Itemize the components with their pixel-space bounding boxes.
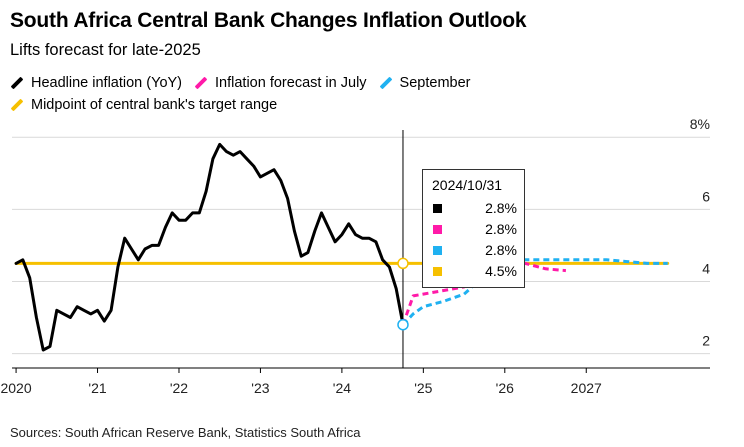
source-note: Sources: South African Reserve Bank, Sta… <box>10 425 361 440</box>
x-tick-label: 2020 <box>0 380 31 396</box>
legend-label-july-forecast: Inflation forecast in July <box>215 75 367 91</box>
tooltip-value-headline: 2.8% <box>485 200 517 216</box>
tooltip-square-icon <box>433 266 442 276</box>
legend-item-july-forecast[interactable]: Inflation forecast in July <box>194 75 367 91</box>
legend-label-target-midpoint: Midpoint of central bank's target range <box>31 97 278 113</box>
tooltip-row-headline: 2.8% <box>433 199 521 217</box>
tooltip-square-icon <box>433 224 442 234</box>
tooltip-square-icon <box>433 245 442 255</box>
tooltip-row-september: 2.8% <box>433 241 521 259</box>
x-tick-label: 2027 <box>571 380 602 396</box>
x-tick-label: '26 <box>496 380 514 396</box>
legend-item-headline[interactable]: Headline inflation (YoY) <box>10 75 182 91</box>
x-tick-label: '24 <box>333 380 351 396</box>
tooltip-row-target: 4.5% <box>433 262 521 280</box>
series-september-line <box>401 258 668 326</box>
tooltip-date: 2024/10/31 <box>432 177 503 193</box>
x-tick-label: '25 <box>414 380 432 396</box>
series-headline-line <box>14 142 405 352</box>
x-tick-label: '23 <box>251 380 269 396</box>
y-tick-label: 6 <box>702 188 710 204</box>
y-tick-label: 4 <box>702 260 710 276</box>
legend-item-target-midpoint[interactable]: Midpoint of central bank's target range <box>10 97 277 113</box>
series-july-forecast-line <box>401 261 567 326</box>
hover-marker <box>397 318 409 331</box>
y-tick-label: 2 <box>702 333 710 349</box>
hover-marker <box>397 257 409 270</box>
x-tick-label: '21 <box>88 380 106 396</box>
tooltip-value-target: 4.5% <box>485 263 517 279</box>
y-tick-label: 8% <box>690 116 710 132</box>
tooltip-row-july: 2.8% <box>433 220 521 238</box>
tooltip: 2024/10/31 2.8% 2.8% 2.8% 4.5% <box>422 169 525 288</box>
chart-title: South Africa Central Bank Changes Inflat… <box>10 9 527 32</box>
tooltip-value-september: 2.8% <box>485 242 517 258</box>
legend-item-september[interactable]: September <box>379 75 471 91</box>
legend-label-headline: Headline inflation (YoY) <box>31 75 183 91</box>
chart-subtitle: Lifts forecast for late-2025 <box>10 41 201 59</box>
x-tick-label: '22 <box>170 380 188 396</box>
legend: Headline inflation (YoY) Inflation forec… <box>10 72 730 116</box>
tooltip-value-july: 2.8% <box>485 221 517 237</box>
legend-label-september: September <box>399 75 471 91</box>
tooltip-square-icon <box>433 203 442 213</box>
